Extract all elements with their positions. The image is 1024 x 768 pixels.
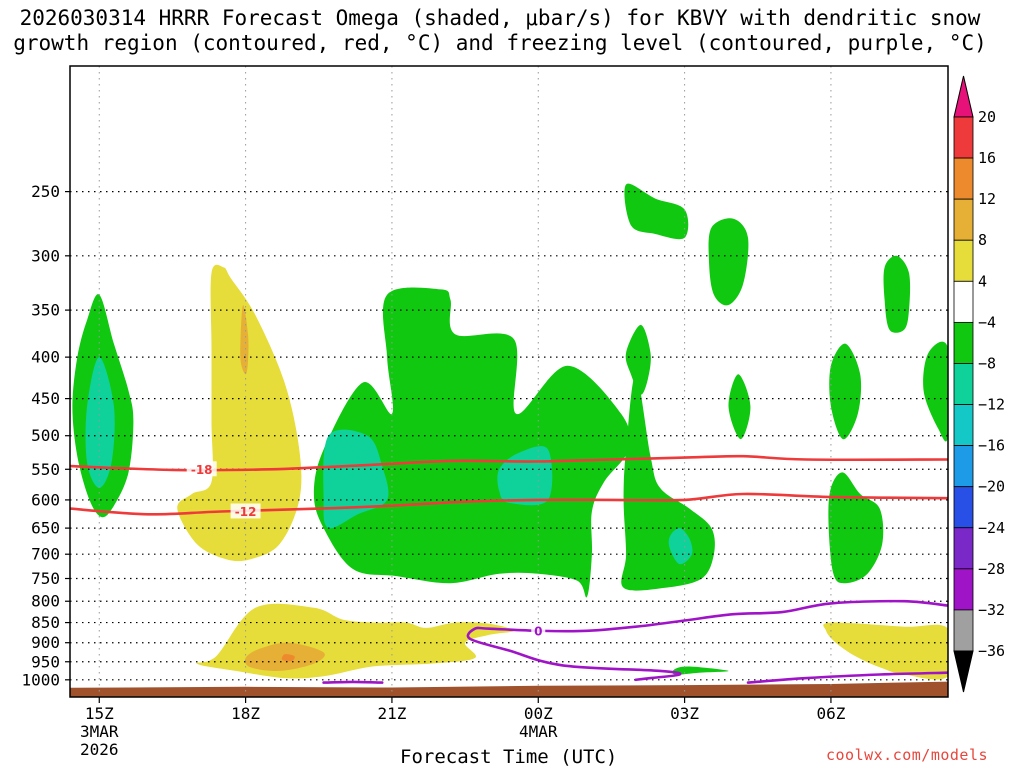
x-tick-label-15-0: 06Z: [816, 704, 845, 723]
omega-region-red-19z-dot: [281, 654, 295, 662]
colorbar-bin-5: [953, 321, 974, 364]
colorbar-top-arrow: [953, 75, 974, 118]
x-tick-label-9-1: 4MAR: [519, 722, 558, 741]
x-tick-label-0-1: 3MAR: [80, 722, 119, 741]
chart-title: 2026030314 HRRR Forecast Omega (shaded, …: [0, 6, 1000, 56]
contour-label-bg-dgz-minus12: [230, 503, 261, 519]
chart-title-line1: 2026030314 HRRR Forecast Omega (shaded, …: [19, 6, 981, 30]
omega-region-teal-03z-core: [668, 528, 693, 565]
contour-label-freezing-level-0: 0: [534, 624, 542, 638]
omega-region-orange-18z-streak: [240, 305, 249, 375]
source-credit[interactable]: coolwx.com/models: [826, 746, 989, 764]
contour-freezing-level-0-left-low: [322, 680, 384, 684]
omega-colorbar: 20 16 12 8 4 −4 −8 −12 −16 −20 −24 −28 −32 −36: [953, 75, 1005, 693]
colorbar-bin-11: [953, 568, 974, 611]
contour-layer: -18 -12 0: [70, 454, 948, 684]
x-tick-label-0-2: 2026: [80, 740, 119, 759]
omega-region-yellow-06z-lowlevel: [823, 622, 948, 680]
omega-region-green-0130z-blob-upper: [624, 183, 689, 240]
y-tick-label-1000: 1000: [21, 670, 60, 689]
colorbar-bottom-arrow: [953, 650, 974, 693]
y-tick-label-250: 250: [31, 182, 60, 201]
colorbar-label-1: 16: [978, 149, 996, 167]
colorbar-label-12: −32: [978, 601, 1005, 619]
y-tick-label-350: 350: [31, 301, 60, 320]
omega-region-green-04z-sliver: [728, 374, 751, 440]
y-tick-label-600: 600: [31, 490, 60, 509]
colorbar-label-11: −28: [978, 560, 1005, 578]
colorbar-bin-8: [953, 445, 974, 488]
colorbar-label-0: 20: [978, 108, 996, 126]
contour-freezing-level-0: [466, 599, 948, 682]
pressure-axis: 2503003504004505005506006507007508008509…: [21, 182, 70, 689]
omega-region-yellow-18z-upper: [177, 264, 302, 562]
y-tick-label-850: 850: [31, 613, 60, 632]
colorbar-label-3: 8: [978, 231, 987, 249]
colorbar-bin-0: [953, 116, 974, 159]
y-tick-label-650: 650: [31, 519, 60, 538]
y-tick-label-900: 900: [31, 633, 60, 652]
omega-region-green-0230z-column: [621, 374, 715, 591]
colorbar-label-13: −36: [978, 642, 1005, 660]
x-tick-label-6-0: 21Z: [377, 704, 406, 723]
contour-dgz-minus18: [70, 454, 948, 472]
y-tick-label-400: 400: [31, 348, 60, 367]
omega-region-green-03z-lowblob: [672, 666, 729, 675]
colorbar-bin-2: [953, 198, 974, 241]
y-tick-label-950: 950: [31, 652, 60, 671]
colorbar-label-8: −16: [978, 437, 1005, 455]
omega-region-green-0130z-blob-mid: [625, 324, 651, 395]
omega-region-green-06z-sliver: [829, 343, 862, 440]
omega-region-teal-21z-core: [323, 429, 389, 529]
terrain-surface: [70, 681, 948, 697]
omega-region-green-08z-edge: [923, 341, 948, 442]
colorbar-bin-9: [953, 486, 974, 529]
contour-freezing-level-0-right-low: [746, 671, 948, 684]
y-tick-label-700: 700: [31, 545, 60, 564]
plot-frame: [69, 65, 949, 698]
x-tick-label-9-0: 00Z: [524, 704, 553, 723]
y-tick-label-550: 550: [31, 460, 60, 479]
y-tick-label-750: 750: [31, 569, 60, 588]
colorbar-bin-7: [953, 404, 974, 447]
x-tick-label-0-0: 15Z: [85, 704, 114, 723]
omega-region-green-21z-mass: [313, 287, 631, 598]
omega-region-teal-15z-core: [85, 357, 115, 488]
colorbar-label-6: −8: [978, 354, 996, 372]
omega-region-green-06z-column: [828, 472, 884, 584]
colorbar-bin-4: [953, 280, 974, 323]
terrain-layer: [70, 681, 948, 697]
y-tick-label-800: 800: [31, 592, 60, 611]
contour-dgz-minus12: [70, 492, 948, 516]
contour-label-bg-freezing-level-0: [531, 622, 546, 638]
x-tick-label-12-0: 03Z: [670, 704, 699, 723]
y-tick-label-450: 450: [31, 389, 60, 408]
colorbar-bin-6: [953, 363, 974, 405]
colorbar-label-7: −12: [978, 396, 1005, 414]
x-axis-label: Forecast Time (UTC): [400, 746, 618, 768]
colorbar-bin-10: [953, 527, 974, 570]
omega-region-green-07z-blob: [883, 255, 911, 333]
contour-label-dgz-minus12: -12: [235, 505, 257, 519]
omega-region-green-04z-blob: [708, 218, 749, 306]
y-tick-label-300: 300: [31, 246, 60, 265]
colorbar-label-5: −4: [978, 313, 996, 331]
colorbar-bin-12: [953, 609, 974, 652]
colorbar-label-10: −24: [978, 519, 1005, 537]
colorbar-bin-1: [953, 157, 974, 200]
colorbar-label-4: 4: [978, 272, 987, 290]
chart-title-line2: growth region (contoured, red, °C) and f…: [13, 31, 987, 55]
colorbar-label-2: 12: [978, 190, 996, 208]
contour-label-bg-dgz-minus18: [186, 461, 217, 477]
contour-label-dgz-minus18: -18: [191, 463, 213, 477]
omega-shading-layer: [72, 183, 948, 680]
y-tick-label-500: 500: [31, 426, 60, 445]
colorbar-label-9: −20: [978, 478, 1005, 496]
colorbar-bin-3: [953, 239, 974, 282]
x-tick-label-3-0: 18Z: [231, 704, 260, 723]
